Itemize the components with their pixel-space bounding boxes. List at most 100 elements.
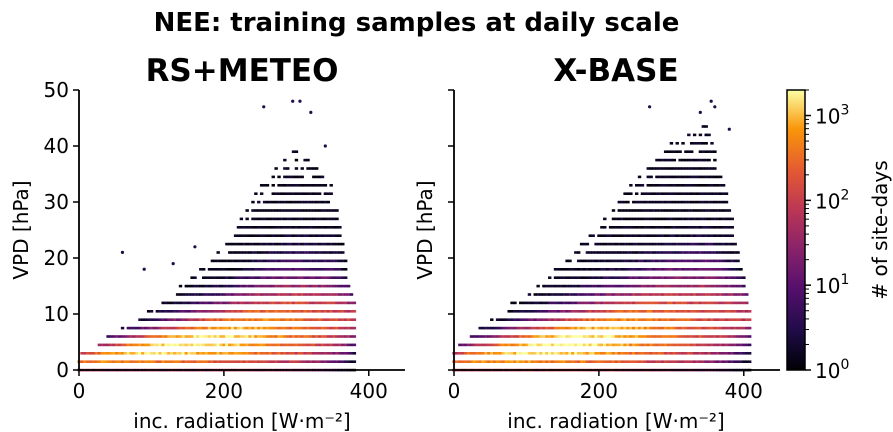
hexbin-cell (597, 301, 601, 305)
hexbin-cell (643, 310, 648, 313)
hexbin-cell (288, 301, 293, 305)
hexbin-cell (727, 335, 732, 338)
hexbin-cell (501, 360, 506, 363)
hexbin-cell (640, 192, 645, 195)
hexbin-cell (288, 251, 293, 254)
hexbin-cell (721, 259, 726, 263)
hexbin-cell (608, 259, 613, 263)
hexbin-cell (716, 259, 720, 263)
hexbin-cell (259, 360, 264, 363)
hexbin-cell (724, 251, 729, 254)
hexbin-cell (466, 343, 471, 347)
hexbin-cell (658, 276, 662, 279)
hexbin-cell (678, 276, 682, 279)
hexbin-cell (545, 343, 549, 347)
hexbin-cell (288, 175, 293, 179)
hexbin-cell (242, 318, 246, 321)
hexbin-cell (323, 318, 328, 321)
hexbin-cell (666, 217, 671, 221)
hexbin-cell (678, 352, 682, 355)
hexbin-cell (120, 360, 125, 363)
hexbin-cell (291, 150, 296, 153)
hexbin-cell (658, 184, 662, 187)
outlier-point (709, 99, 713, 103)
hexbin-cell (649, 310, 653, 313)
hexbin-cell (472, 335, 477, 338)
hexbin-cell (559, 326, 564, 330)
hexbin-cell (623, 293, 627, 296)
hexbin-cell (617, 234, 621, 237)
hexbin-cell (277, 326, 281, 330)
hexbin-cell (187, 293, 191, 296)
hexbin-cell (277, 352, 281, 355)
hexbin-cell (649, 175, 653, 179)
hexbin-cell (94, 352, 99, 355)
hexbin-cell (230, 360, 235, 363)
hexbin-cell (574, 293, 578, 296)
hexbin-cell (329, 343, 333, 347)
hexbin-cell (730, 276, 734, 279)
hexbin-cell (710, 360, 714, 363)
hexbin-cell (548, 360, 552, 363)
hexbin-cell (219, 318, 223, 321)
hexbin-cell (736, 268, 740, 271)
hexbin-cell (498, 335, 503, 338)
hexbin-cell (626, 360, 630, 363)
hexbin-cells (77, 99, 357, 372)
hexbin-cell (620, 293, 624, 296)
hexbin-cell (724, 352, 729, 355)
hexbin-cell (556, 335, 561, 338)
hexbin-cell (666, 318, 671, 321)
hexbin-cell (315, 242, 319, 246)
hexbin-cell (745, 326, 749, 330)
colorbar-tick-label: 103 (815, 103, 849, 129)
hexbin-cell (626, 242, 630, 246)
hexbin-cell (707, 200, 711, 204)
hexbin-cell (329, 352, 333, 355)
hexbin-cell (681, 352, 685, 355)
hexbin-cell (262, 335, 267, 338)
hexbin-cell (294, 251, 299, 254)
hexbin-cell (297, 352, 302, 355)
hexbin-cell (536, 360, 540, 363)
hexbin-cell (132, 335, 136, 338)
hexbin-cell (343, 284, 348, 288)
outlier-point (193, 245, 197, 249)
hexbin-cell (129, 343, 133, 347)
hexbin-cell (210, 352, 215, 355)
hexbin-cell (268, 226, 273, 229)
hexbin-cell (259, 268, 264, 271)
hexbin-cell (652, 167, 656, 170)
hexbin-cell (655, 217, 659, 221)
hexbin-cell (736, 326, 740, 330)
hexbin-cell (199, 318, 203, 321)
hexbin-cell (672, 158, 677, 162)
hexbin-cell (320, 301, 325, 305)
hexbin-cell (533, 360, 537, 363)
hexbin-cell (608, 352, 613, 355)
hexbin-cell (228, 259, 232, 263)
hexbin-cell (161, 343, 165, 347)
hexbin-cell (637, 335, 642, 338)
hexbin-cell (539, 310, 543, 313)
hexbin-cell (149, 352, 154, 355)
hexbin-cell (112, 360, 116, 363)
hexbin-cell (727, 318, 732, 321)
hexbin-cell (178, 301, 183, 305)
hexbin-cell (608, 310, 613, 313)
hexbin-cell (291, 326, 296, 330)
hexbin-cell (297, 318, 302, 321)
outlier-point (713, 105, 717, 109)
hexbin-cell (132, 352, 136, 355)
hexbin-cell (661, 352, 665, 355)
hexbin-cell (678, 343, 682, 347)
hexbin-cell (196, 360, 200, 363)
hexbin-cell (736, 293, 740, 296)
hexbin-cell (175, 318, 180, 321)
hexbin-cell (274, 234, 278, 237)
hexbin-cell (527, 318, 532, 321)
hexbin-cell (736, 259, 740, 263)
hexbin-cell (614, 217, 619, 221)
hexbin-cell (556, 301, 561, 305)
hexbin-cell (626, 276, 630, 279)
